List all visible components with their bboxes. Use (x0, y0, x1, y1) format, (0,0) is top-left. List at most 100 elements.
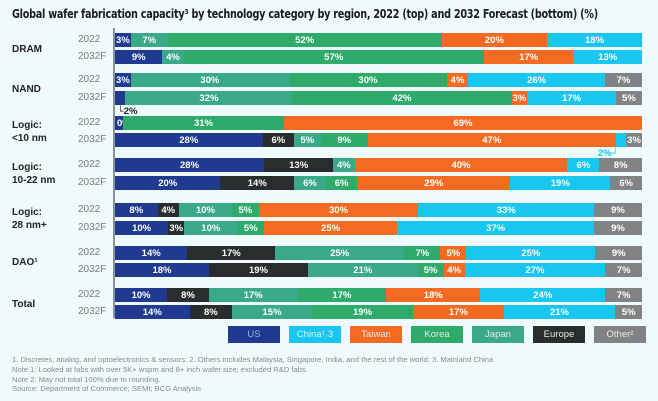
bar-segment-china: 26% (468, 73, 606, 87)
bar-segment-china: 6% (567, 158, 600, 172)
bar-segment-china: 33% (418, 203, 595, 217)
bar-segment-other: 7% (605, 73, 642, 87)
category-label: Logic: 28 nm+ (12, 207, 47, 231)
bar-segment-other: 7% (605, 263, 642, 277)
bar-segment-korea: 19% (311, 305, 414, 319)
legend: US China¹˒3 Taiwan Korea Japan Europe Other² (228, 326, 646, 343)
footnotes: 1. Discretes, analog, and optoelectronic… (12, 355, 493, 394)
bar-segment-taiwan: 47% (367, 133, 616, 147)
bar-segment-korea: 6% (325, 176, 358, 190)
year-label: 2022 (78, 204, 101, 215)
bar-row: 18% 19% 21% 5% 4% 27% 7% (115, 263, 642, 277)
bar-segment-us: 28% (115, 158, 265, 172)
bar-segment-europe: 3% (168, 221, 185, 235)
category-label: DAO¹ (12, 256, 38, 268)
bar-row: 28% 13% 4% 40% 6% 8% (115, 158, 642, 172)
bar-segment-japan: 17% (208, 288, 298, 302)
bar-segment-taiwan: 29% (357, 176, 511, 190)
bar-segment-europe: 8% (167, 288, 209, 302)
bar-segment-us: 18% (115, 263, 209, 277)
legend-item-japan: Japan (472, 326, 524, 343)
bar-segment-us: 3% (115, 33, 131, 47)
legend-item-china: China¹˒3 (289, 326, 341, 343)
year-label: 2032F (78, 264, 107, 275)
bar-segment-china: 17% (527, 91, 616, 105)
bar-segment-china: 37% (397, 221, 595, 235)
bar-row: 28% 6% 5% 9% 47% 3% (115, 133, 642, 147)
bar-segment-other: 6% (610, 176, 642, 190)
legend-item-us: US (228, 326, 280, 343)
bar-segment-taiwan: 4% (443, 263, 465, 277)
bar-segment-japan: 32% (125, 91, 293, 105)
bar-segment-korea: 42% (292, 91, 512, 105)
footnote-line: Note 2: May not total 100% due to roundi… (12, 374, 161, 384)
year-label: 2022 (78, 289, 101, 300)
legend-item-taiwan: Taiwan (350, 326, 402, 343)
bar-segment-europe: 13% (264, 158, 334, 172)
footnote-line: 1. Discretes, analog, and optoelectronic… (12, 355, 494, 364)
axis-line (113, 28, 115, 318)
year-label: 2032F (78, 306, 107, 317)
bar-segment-taiwan: 69% (283, 116, 642, 130)
year-label: 2022 (78, 74, 101, 85)
year-label: 2032F (78, 177, 107, 188)
bar-segment-japan: 25% (275, 246, 405, 260)
bar-segment-other: 8% (599, 158, 642, 172)
bar-segment-korea: 5% (232, 203, 259, 217)
bar-segment-europe: 6% (262, 133, 295, 147)
bar-segment-korea: 30% (288, 73, 447, 87)
bar-segment-europe: 17% (187, 246, 276, 260)
bar-segment-other: 5% (615, 305, 642, 319)
bar-segment-us: 0% (115, 116, 131, 130)
bar-segment-taiwan: 20% (441, 33, 548, 47)
bar-segment-china: 25% (466, 246, 596, 260)
bar-segment-japan: 30% (130, 73, 289, 87)
chart-title: Global wafer fabrication capacity³ by te… (12, 6, 598, 21)
bar-row: 3% 7% 52% 20% 18% (115, 33, 642, 47)
bar-segment-us: 3% (115, 73, 131, 87)
legend-item-europe: Europe (533, 326, 585, 343)
bar-segment-china: 13% (573, 50, 642, 64)
bar-segment-taiwan: 4% (446, 73, 469, 87)
bar-segment-other: 3% (626, 133, 642, 147)
bar-segment-us: 8% (115, 203, 158, 217)
bar-segment-us: 9% (115, 50, 163, 64)
bar-segment-other: 9% (594, 203, 642, 217)
bar-row: 20% 14% 6% 6% 29% 19% 6% (115, 176, 642, 190)
bar-segment-china (615, 133, 627, 147)
year-label: 2022 (78, 117, 101, 128)
bar-row: 8% 4% 10% 5% 30% 33% 9% (115, 203, 642, 217)
bar-segment-china: 18% (547, 33, 642, 47)
bar-row: 3% 30% 30% 4% 26% 7% (115, 73, 642, 87)
category-label: Logic: 10-22 nm (12, 162, 56, 186)
bar-segment-us: 14% (115, 246, 188, 260)
bar-row: 9% 4% 57% 17% 13% (115, 50, 642, 64)
category-label: Total (12, 298, 36, 310)
bar-segment-taiwan: 3% (511, 91, 528, 105)
bar-segment-us (115, 91, 126, 105)
bar-segment-japan: 5% (294, 133, 321, 147)
bar-row: 14% 8% 15% 19% 17% 21% 5% (115, 305, 642, 319)
bar-segment-other: 5% (615, 91, 642, 105)
bar-segment-korea: 31% (123, 116, 284, 130)
bar-segment-korea: 7% (404, 246, 441, 260)
bar-segment-korea: 17% (297, 288, 387, 302)
bar-segment-japan: 10% (178, 203, 233, 217)
bar-segment-china: 27% (464, 263, 606, 277)
footnote-line: Note 1: Looked at fabs with over 5K+ wsp… (12, 364, 308, 374)
bar-segment-taiwan: 25% (264, 221, 398, 235)
callout-label: └2% (117, 106, 138, 117)
bar-segment-japan: 6% (294, 176, 326, 190)
callout-label: 2%┘ (598, 148, 619, 159)
bar-segment-us: 28% (115, 133, 263, 147)
year-label: 2032F (78, 51, 107, 62)
bar-segment-taiwan: 5% (440, 246, 467, 260)
bar-segment-korea: 5% (417, 263, 444, 277)
bar-segment-other: 9% (595, 246, 642, 260)
legend-item-korea: Korea (411, 326, 463, 343)
bar-segment-taiwan: 18% (386, 288, 481, 302)
bar-segment-japan: 21% (308, 263, 418, 277)
bar-row: 14% 17% 25% 7% 5% 25% 9% (115, 246, 642, 260)
footnote-line: Source: Department of Commerce; SEMI; BC… (12, 384, 202, 394)
bar-segment-taiwan: 17% (413, 305, 504, 319)
